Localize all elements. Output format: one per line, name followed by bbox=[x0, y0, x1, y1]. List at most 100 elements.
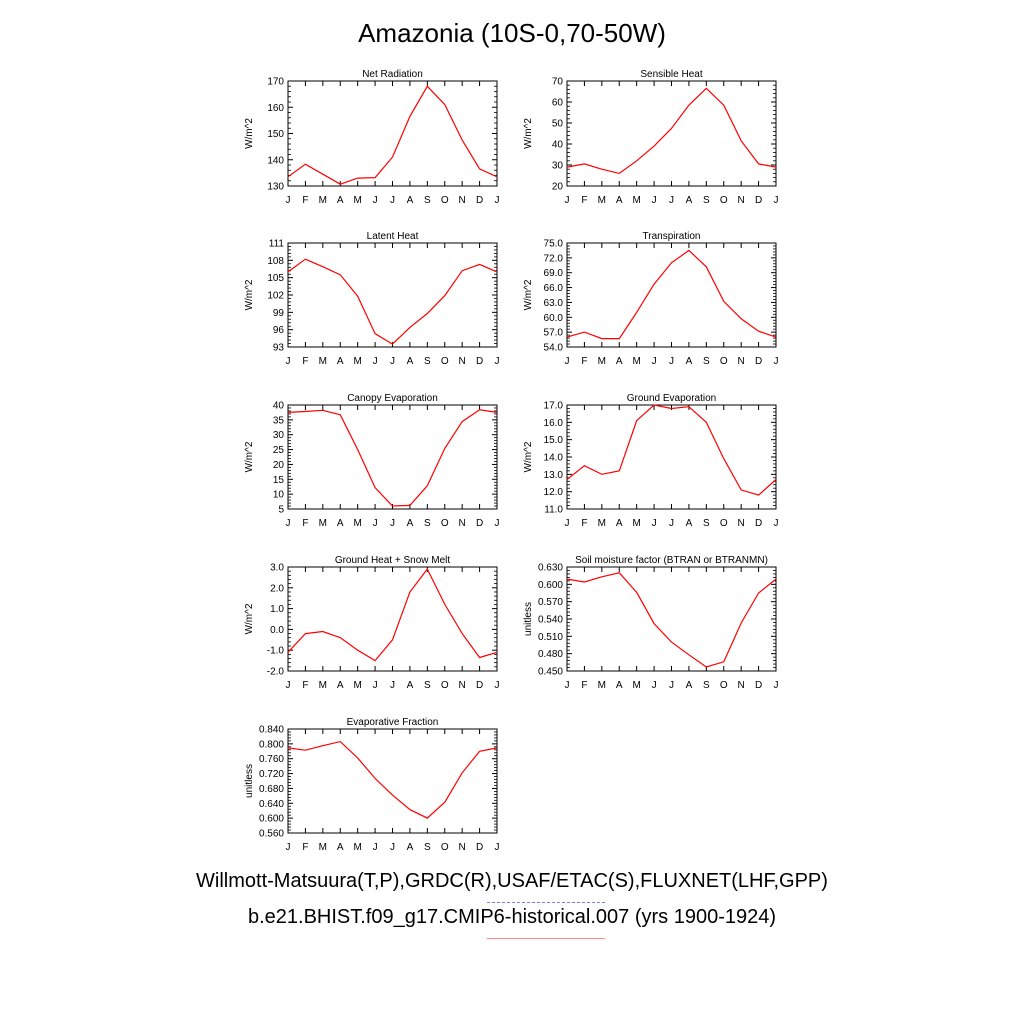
legend-observed-swatch bbox=[487, 902, 605, 903]
y-tick-label: 0.480 bbox=[538, 649, 563, 660]
x-tick-label: D bbox=[476, 680, 483, 691]
panel-title: Net Radiation bbox=[362, 69, 423, 80]
x-tick-label: S bbox=[424, 680, 431, 691]
x-tick-label: N bbox=[459, 842, 466, 853]
y-tick-label: 0.640 bbox=[259, 799, 284, 810]
y-tick-label: 0.800 bbox=[259, 739, 284, 750]
y-tick-label: 40 bbox=[273, 401, 285, 412]
y-tick-label: 63.0 bbox=[544, 298, 564, 309]
y-tick-label: 60 bbox=[552, 98, 564, 109]
x-tick-label: A bbox=[686, 518, 693, 529]
y-tick-label: 20 bbox=[552, 182, 564, 193]
panel-6: Ground Heat + Snow Melt W/m^2 -2.0 -1.0 0.0 1… bbox=[244, 555, 500, 691]
plot-frame bbox=[566, 566, 777, 672]
x-tick-label: D bbox=[476, 356, 483, 367]
y-tick-label: 160 bbox=[267, 103, 284, 114]
panel-title: Evaporative Fraction bbox=[347, 717, 439, 728]
x-tick-label: M bbox=[353, 195, 361, 206]
panel-title: Transpiration bbox=[643, 231, 701, 242]
x-tick-label: S bbox=[424, 356, 431, 367]
y-tick-label: 10 bbox=[273, 490, 285, 501]
x-tick-label: J bbox=[286, 842, 291, 853]
y-axis-label: W/m^2 bbox=[244, 279, 255, 310]
x-tick-label: M bbox=[353, 680, 361, 691]
x-tick-label: O bbox=[441, 842, 449, 853]
series-line bbox=[287, 409, 498, 507]
panel-title: Latent Heat bbox=[367, 231, 419, 242]
y-tick-label: 13.0 bbox=[544, 470, 564, 481]
x-tick-label: J bbox=[373, 680, 378, 691]
x-tick-label: J bbox=[565, 195, 570, 206]
y-tick-label: 40 bbox=[552, 140, 564, 151]
x-tick-label: A bbox=[337, 195, 344, 206]
x-tick-label: F bbox=[581, 356, 587, 367]
x-tick-label: J bbox=[565, 680, 570, 691]
x-tick-label: A bbox=[616, 356, 623, 367]
y-tick-label: 0.840 bbox=[259, 725, 284, 736]
plot-frame bbox=[566, 80, 777, 187]
x-tick-label: J bbox=[495, 518, 500, 529]
y-tick-label: 0.450 bbox=[538, 667, 563, 678]
x-tick-label: F bbox=[302, 842, 308, 853]
y-tick-label: 25 bbox=[273, 445, 285, 456]
y-tick-label: 3.0 bbox=[270, 563, 284, 574]
y-tick-label: 54.0 bbox=[544, 343, 564, 354]
x-tick-label: J bbox=[669, 518, 674, 529]
x-tick-label: A bbox=[407, 195, 414, 206]
y-tick-label: 105 bbox=[267, 273, 284, 284]
y-axis-label: W/m^2 bbox=[523, 441, 534, 472]
x-tick-label: A bbox=[686, 356, 693, 367]
x-tick-label: M bbox=[319, 842, 327, 853]
y-tick-label: 0.630 bbox=[538, 563, 563, 574]
plot-frame bbox=[287, 80, 498, 187]
y-tick-label: 12.0 bbox=[544, 487, 564, 498]
x-tick-label: J bbox=[495, 842, 500, 853]
y-tick-label: 30 bbox=[273, 430, 285, 441]
x-tick-label: J bbox=[373, 356, 378, 367]
x-tick-label: M bbox=[319, 680, 327, 691]
x-tick-label: J bbox=[286, 195, 291, 206]
x-tick-label: D bbox=[476, 195, 483, 206]
y-tick-label: 75.0 bbox=[544, 239, 564, 250]
y-tick-label: 140 bbox=[267, 155, 284, 166]
x-tick-label: J bbox=[774, 518, 779, 529]
series-line bbox=[287, 740, 498, 819]
x-tick-label: M bbox=[353, 518, 361, 529]
x-tick-label: M bbox=[632, 195, 640, 206]
x-tick-label: D bbox=[476, 518, 483, 529]
x-tick-label: O bbox=[441, 518, 449, 529]
x-tick-label: M bbox=[353, 842, 361, 853]
y-tick-label: 66.0 bbox=[544, 283, 564, 294]
y-tick-label: 0.540 bbox=[538, 615, 563, 626]
panel-8: Evaporative Fraction unitless 0.560 0.600 0.… bbox=[244, 717, 500, 853]
x-tick-label: F bbox=[581, 680, 587, 691]
y-tick-label: 60.0 bbox=[544, 313, 564, 324]
y-tick-label: 0.570 bbox=[538, 597, 563, 608]
x-tick-label: F bbox=[581, 518, 587, 529]
x-tick-label: F bbox=[302, 518, 308, 529]
x-tick-label: O bbox=[441, 195, 449, 206]
x-tick-label: N bbox=[738, 195, 745, 206]
x-tick-label: D bbox=[755, 356, 762, 367]
y-tick-label: 0.760 bbox=[259, 754, 284, 765]
y-axis-label: W/m^2 bbox=[244, 118, 255, 149]
x-tick-label: J bbox=[669, 356, 674, 367]
x-tick-label: D bbox=[755, 518, 762, 529]
y-axis-label: W/m^2 bbox=[523, 118, 534, 149]
y-tick-label: 170 bbox=[267, 77, 284, 88]
y-tick-label: 5 bbox=[278, 505, 284, 516]
x-tick-label: A bbox=[686, 195, 693, 206]
panel-title: Canopy Evaporation bbox=[347, 393, 438, 404]
panel-3: Transpiration W/m^2 54.0 57.0 60.0 63.0 66.0 69… bbox=[523, 231, 779, 367]
plot-frame bbox=[287, 242, 498, 348]
x-tick-label: J bbox=[774, 195, 779, 206]
x-tick-label: J bbox=[286, 518, 291, 529]
y-tick-label: 72.0 bbox=[544, 253, 564, 264]
x-tick-label: F bbox=[581, 195, 587, 206]
x-tick-label: J bbox=[495, 680, 500, 691]
y-tick-label: 0.510 bbox=[538, 632, 563, 643]
panel-title: Sensible Heat bbox=[640, 69, 702, 80]
x-tick-label: N bbox=[738, 518, 745, 529]
